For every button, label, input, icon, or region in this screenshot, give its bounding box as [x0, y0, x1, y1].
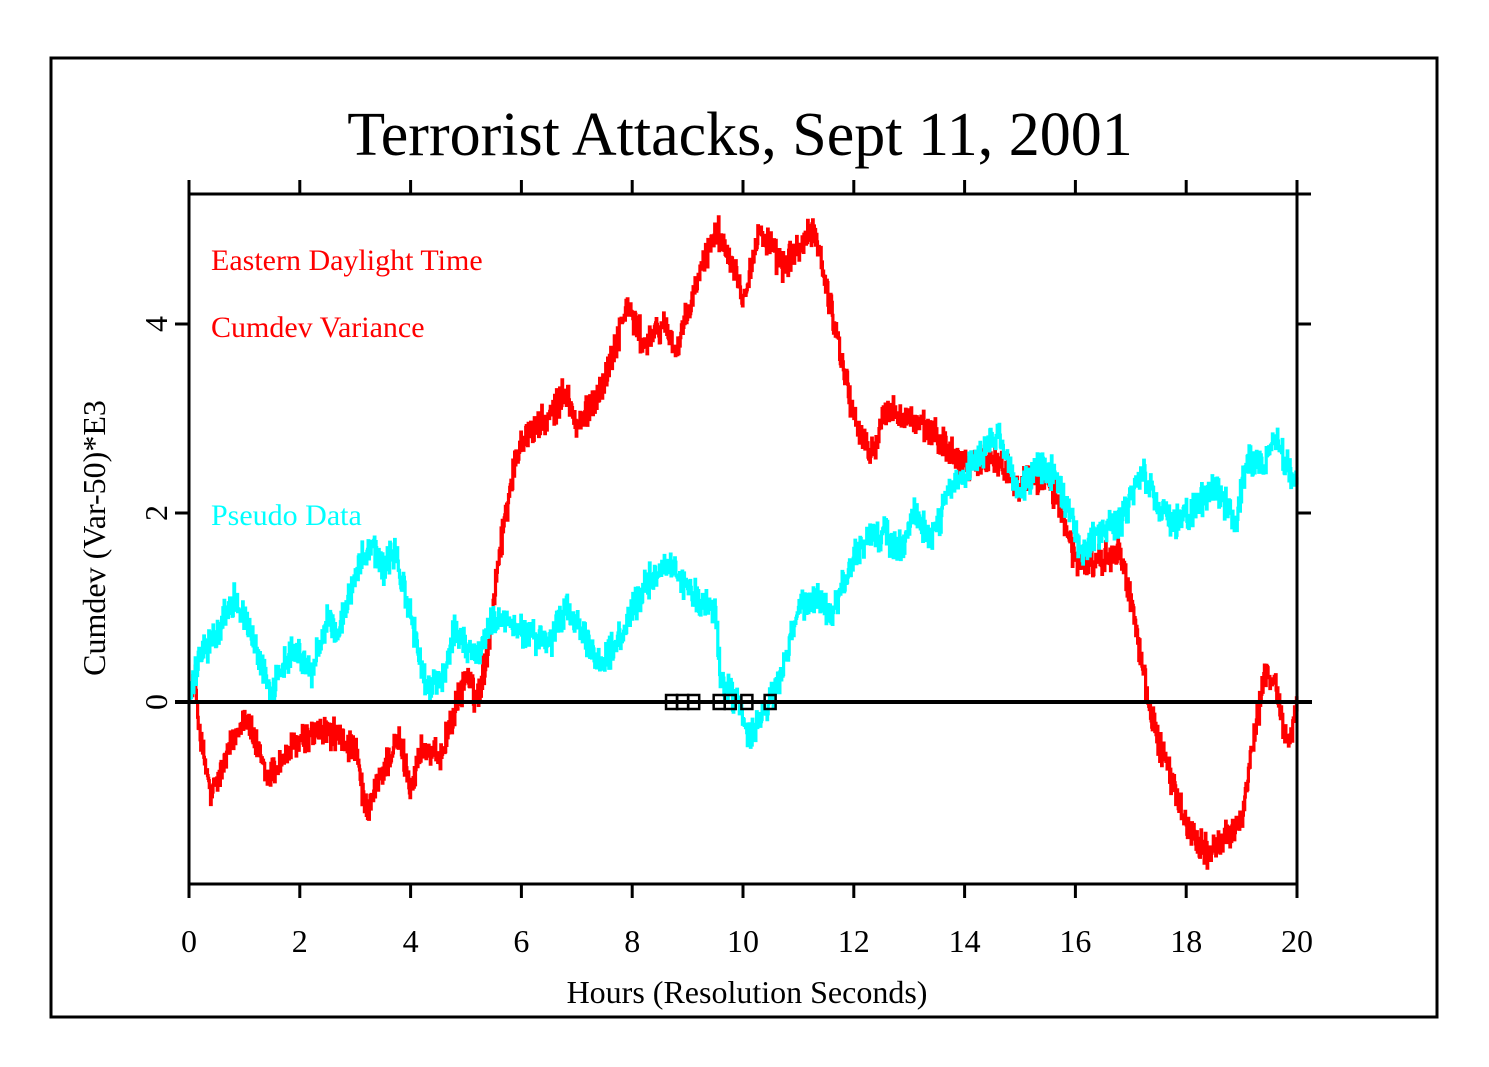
x-tick-label: 2: [292, 923, 308, 959]
y-tick-label: 2: [138, 505, 174, 521]
x-tick-label: 12: [838, 923, 870, 959]
y-tick-label: 4: [138, 316, 174, 332]
x-tick-label: 4: [403, 923, 419, 959]
y-axis-label: Cumdev (Var-50)*E3: [76, 400, 112, 676]
x-axis-label: Hours (Resolution Seconds): [567, 974, 928, 1010]
x-tick-label: 14: [949, 923, 981, 959]
x-tick-label: 20: [1281, 923, 1313, 959]
series-line-pseudo-data: [188, 422, 1299, 749]
chart-title: Terrorist Attacks, Sept 11, 2001: [347, 101, 1132, 169]
x-tick-label: 10: [727, 923, 759, 959]
x-tick-label: 6: [513, 923, 529, 959]
y-tick-labels: 0 2 4: [138, 316, 174, 710]
series-layer: [188, 215, 1299, 870]
x-tick-label: 8: [624, 923, 640, 959]
annotation-eastern-daylight-time: Eastern Daylight Time: [211, 244, 483, 277]
y-tick-label: 0: [138, 694, 174, 710]
x-tick-label: 0: [181, 923, 197, 959]
event-marker: [763, 693, 777, 711]
event-marker: [686, 693, 701, 711]
x-tick-label: 16: [1059, 923, 1091, 959]
annotation-pseudo-data: Pseudo Data: [211, 499, 362, 532]
outer-frame: [49, 56, 1439, 1019]
event-marker: [723, 693, 738, 711]
event-marker: [740, 693, 754, 711]
event-markers: [664, 693, 777, 711]
x-tick-labels: 0 2 4 6 8 10 12 14 16 18 20: [181, 923, 1313, 959]
series-line-cumdev-variance: [188, 215, 1299, 870]
axes-layer: [175, 180, 1312, 898]
annotation-cumdev-variance: Cumdev Variance: [211, 311, 425, 344]
x-tick-label: 18: [1170, 923, 1202, 959]
